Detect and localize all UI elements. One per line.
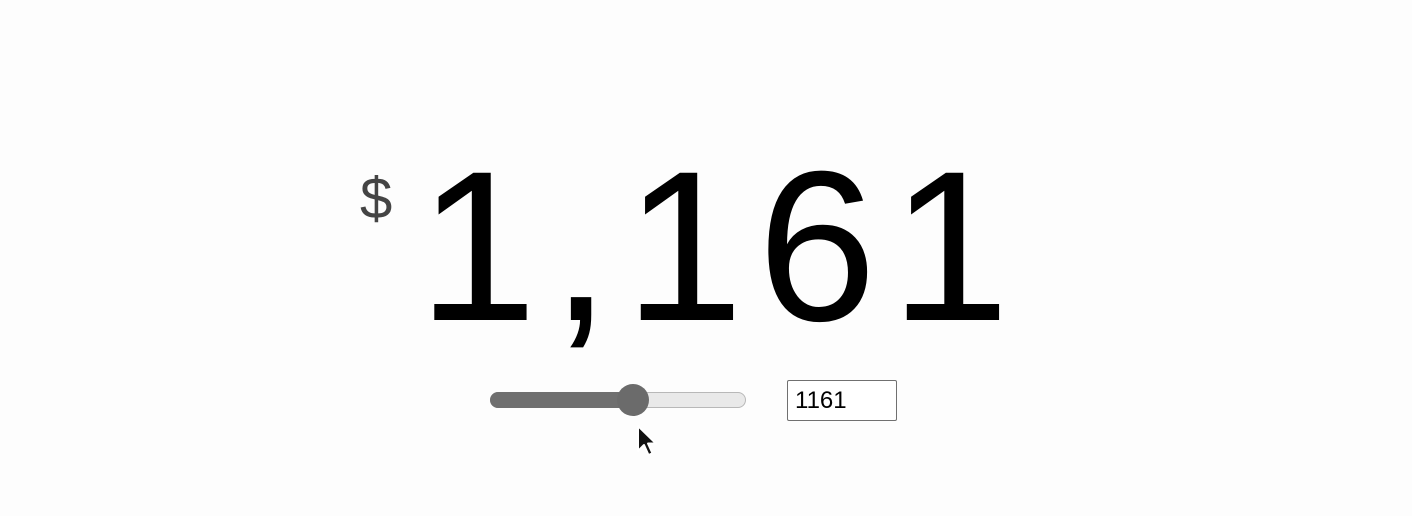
price-amount: 1,161 [418,127,1024,366]
mouse-pointer-icon [637,425,657,456]
amount-input[interactable] [787,380,897,421]
amount-slider[interactable] [490,384,746,418]
slider-fill [490,392,634,408]
slider-thumb[interactable] [617,384,650,416]
currency-symbol: $ [360,166,393,231]
